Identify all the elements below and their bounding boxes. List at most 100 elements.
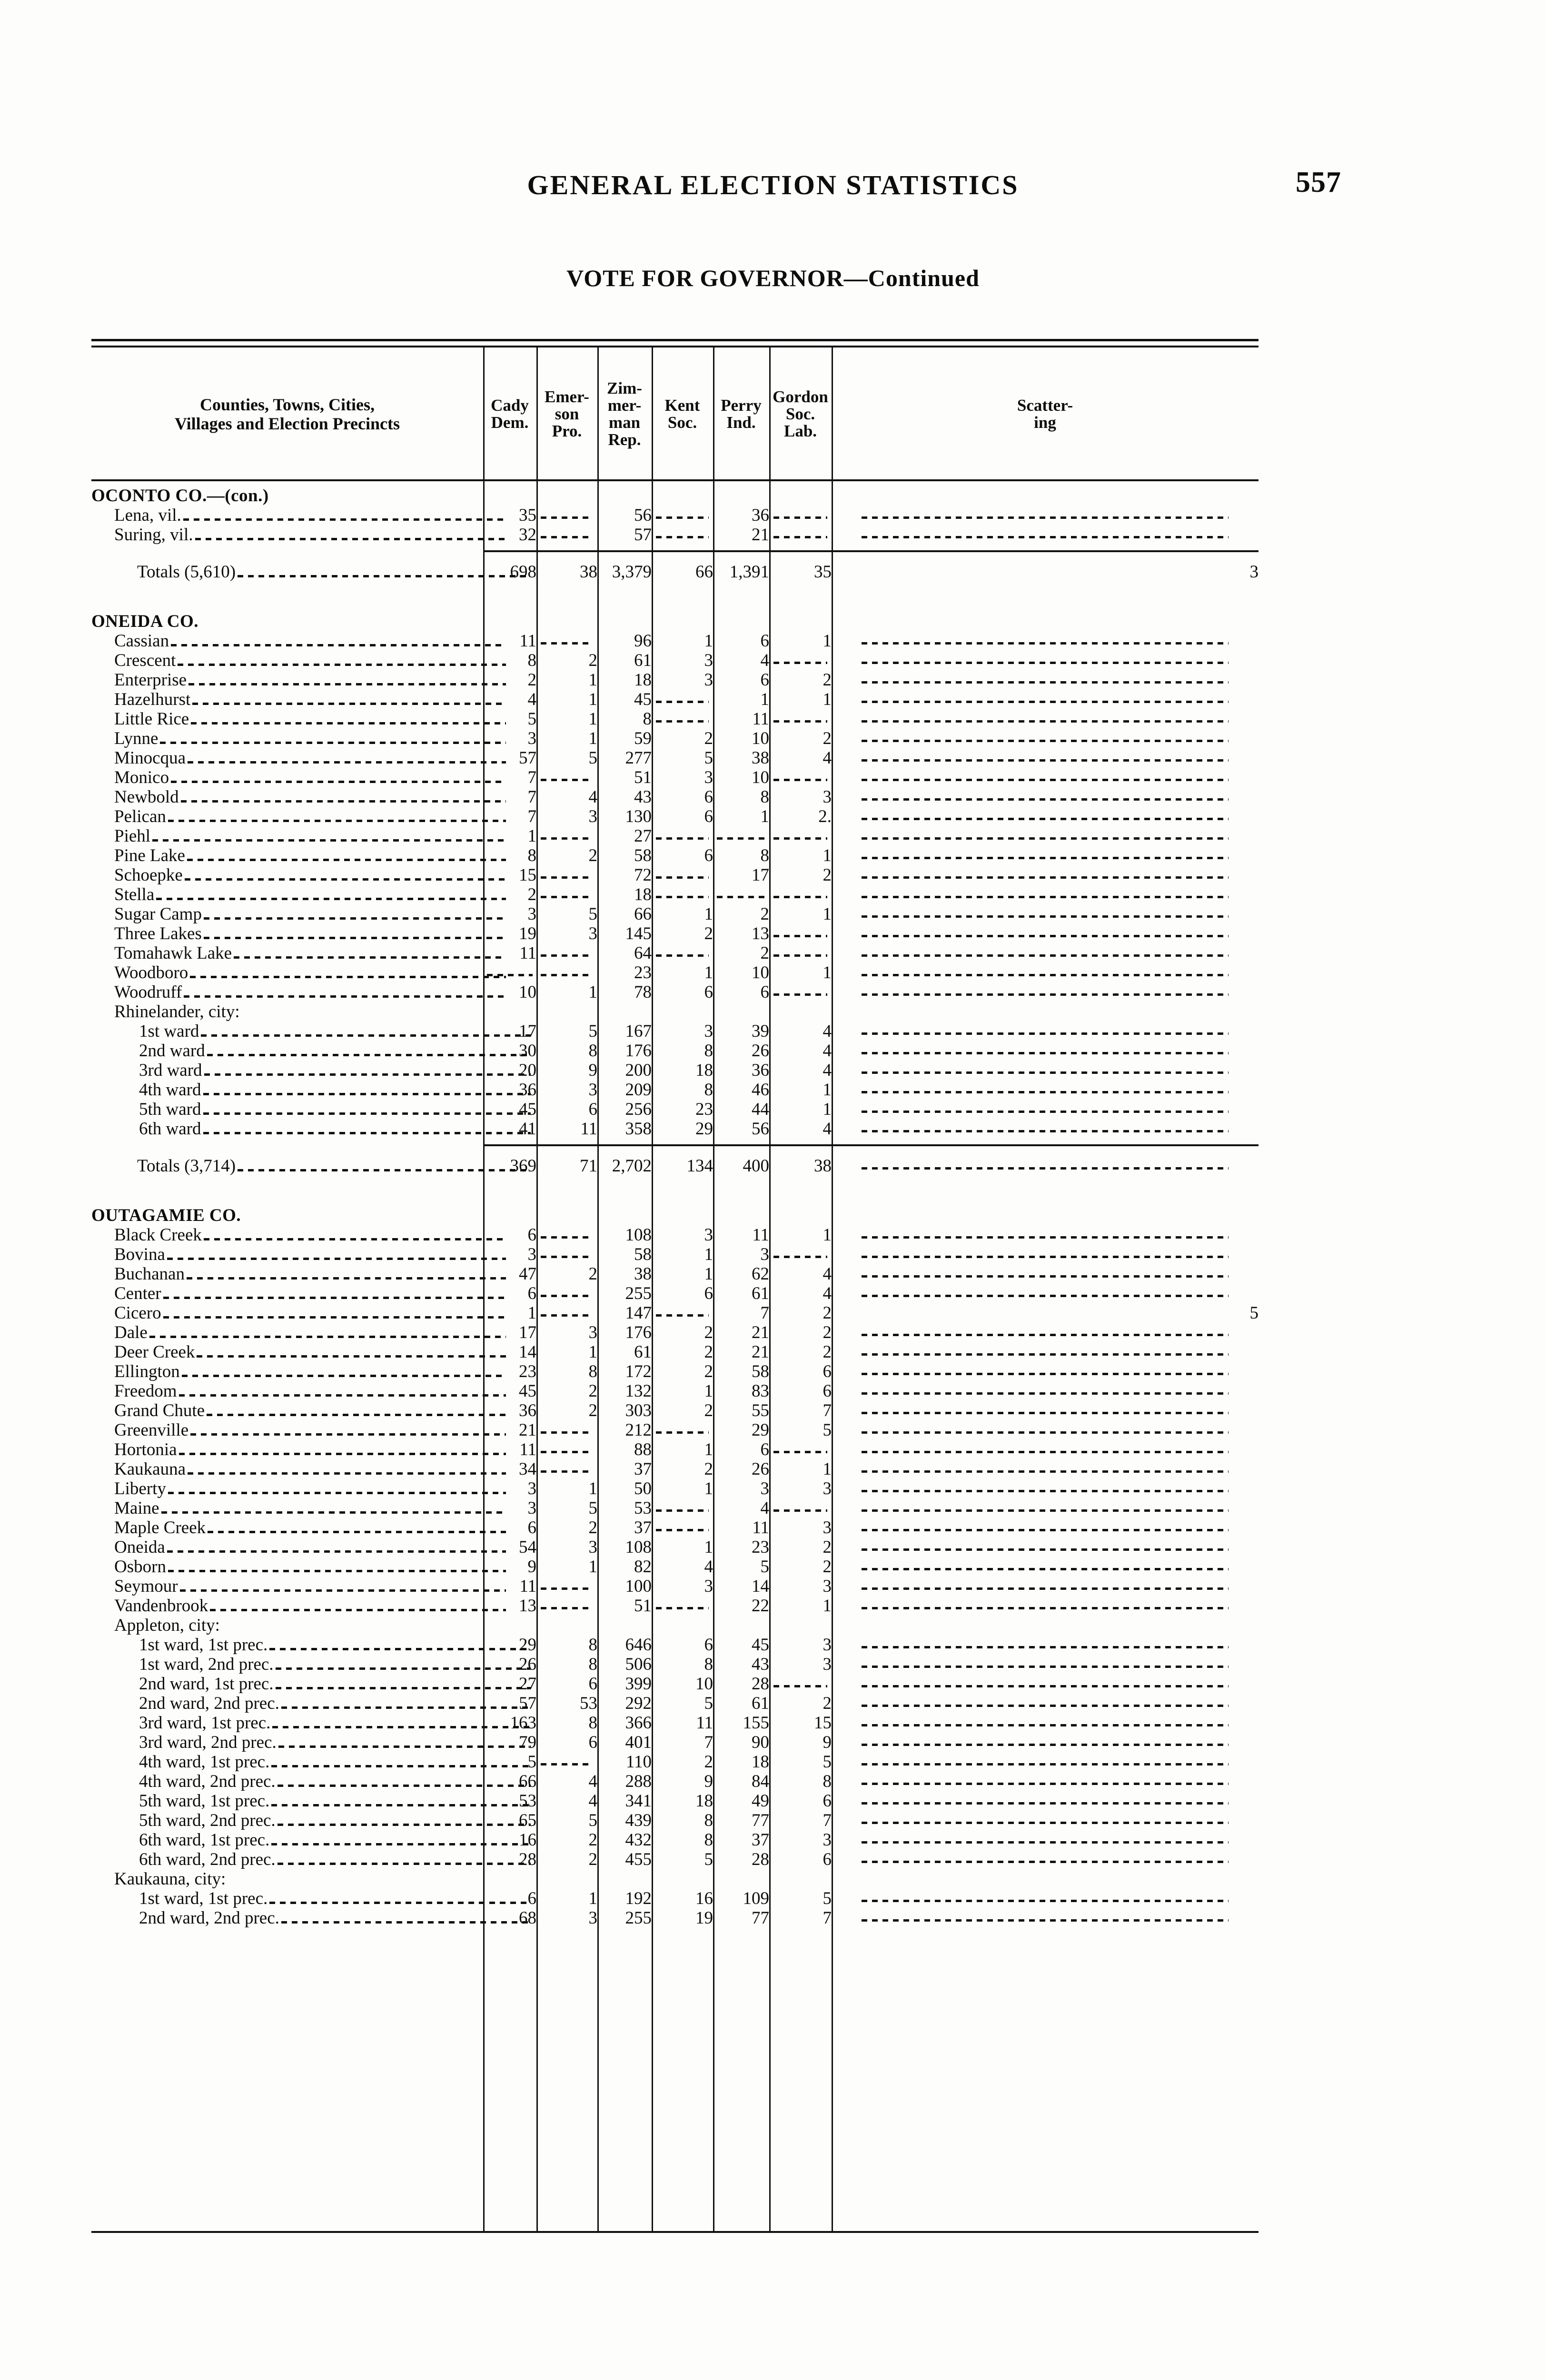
cell-perry: 26 [752, 1459, 769, 1479]
row-label-text: Piehl [114, 826, 151, 846]
row-label-text: Maple Creek [114, 1518, 206, 1537]
cell-cady: 14 [519, 1342, 536, 1362]
cell-scat [832, 1040, 1259, 1061]
table-top-rule-inner [91, 346, 1259, 347]
cell-zimm: 66 [634, 904, 652, 924]
cell-scat [832, 1751, 1259, 1772]
cell-gordon: 2 [823, 865, 832, 885]
cell-emer: 2 [588, 1518, 598, 1537]
empty-cell-dashes [861, 1236, 1229, 1239]
cell-cady: 47 [519, 1264, 536, 1284]
cell-zimm: 45 [634, 690, 652, 709]
cell-gordon [769, 982, 832, 1002]
cell-cady: 35 [519, 506, 536, 525]
cell-perry: 11 [752, 1225, 769, 1245]
empty-cell-dashes [861, 1412, 1229, 1414]
cell-gordon: 1 [823, 1459, 832, 1479]
table-row: Dale 17 3 176 2 21 2 [91, 1322, 1259, 1341]
cell-cady: 163 [510, 1713, 537, 1733]
row-label-text: 3rd ward, 2nd prec. [139, 1733, 277, 1752]
cell-gordon: 2 [823, 729, 832, 748]
table-bottom-rule [91, 2231, 1259, 2233]
row-label-text: Dale [114, 1323, 148, 1342]
cell-zimm: 341 [625, 1791, 652, 1811]
row-label-text: Woodboro [114, 963, 188, 982]
empty-cell-dashes [773, 954, 827, 957]
row-label-text: Bovina [114, 1245, 165, 1264]
table-row: Newbold 7 4 43 6 8 3 [91, 786, 1259, 806]
row-label-text: Hortonia [114, 1440, 177, 1459]
empty-cell-dashes [773, 1685, 827, 1687]
row-label-text: Vandenbrook [114, 1596, 208, 1616]
row-label-text: Freedom [114, 1381, 177, 1401]
row-label-text: Rhinelander, city: [114, 1002, 240, 1021]
cell-perry: 4 [760, 1498, 770, 1518]
leader-dots [207, 1414, 506, 1416]
leader-dots [207, 1054, 531, 1056]
cell-perry: 45 [752, 1635, 769, 1655]
row-label: OUTAGAMIE CO. [91, 1201, 483, 1226]
row-label: 4th ward, 2nd prec. [91, 1771, 531, 1792]
row-label: Osborn [91, 1556, 506, 1577]
totals-spacer [91, 1138, 1259, 1152]
leader-dots [190, 1433, 506, 1436]
table-header-rule [91, 479, 1259, 481]
cell-perry: 1 [760, 690, 770, 709]
cell-perry [713, 825, 769, 846]
cell-emer: 6 [588, 1100, 598, 1119]
cell-perry: 28 [752, 1850, 769, 1869]
cell-kent: 3 [704, 1225, 714, 1245]
city-subheading-row: Appleton, city: [91, 1615, 1259, 1634]
empty-cell-dashes [540, 1256, 594, 1258]
cell-gordon: 35 [814, 562, 832, 582]
cell-cady: 36 [519, 1080, 536, 1100]
cell-cady: 6 [527, 1889, 537, 1908]
cell-emer [536, 1576, 597, 1597]
row-label-text: 1st ward, 1st prec. [139, 1889, 268, 1908]
cell-zimm: 23 [634, 963, 652, 982]
cell-gordon [769, 825, 832, 846]
cell-cady: 66 [519, 1772, 536, 1791]
empty-cell-dashes [656, 1314, 709, 1317]
cell-emer [536, 1283, 597, 1304]
empty-cell-dashes [861, 915, 1229, 918]
cell-kent: 8 [704, 1041, 714, 1061]
cell-kent: 134 [686, 1156, 714, 1176]
empty-cell-dashes [861, 1587, 1229, 1590]
cell-kent: 4 [704, 1557, 714, 1577]
row-label-text: Cicero [114, 1303, 161, 1323]
cell-perry: 61 [752, 1284, 769, 1303]
cell-kent [652, 1595, 713, 1616]
row-label: Monico [91, 767, 506, 788]
cell-kent [652, 1517, 713, 1538]
cell-emer [536, 505, 597, 526]
cell-perry: 17 [752, 865, 769, 885]
cell-cady: 54 [519, 1537, 536, 1557]
cell-perry: 62 [752, 1264, 769, 1284]
cell-zimm: 399 [625, 1674, 652, 1694]
empty-cell-dashes [717, 896, 765, 898]
cell-zimm: 358 [625, 1119, 652, 1139]
empty-cell-dashes [861, 740, 1229, 742]
cell-gordon: 1 [823, 1596, 832, 1616]
cell-scat [832, 982, 1259, 1002]
column-header-kent: Kent Soc. [664, 396, 700, 432]
cell-cady: 28 [519, 1850, 536, 1869]
cell-gordon: 2 [823, 1303, 832, 1323]
column-divider-kent [652, 347, 653, 2232]
cell-scat [832, 1673, 1259, 1694]
cell-kent: 1 [704, 963, 714, 982]
cell-gordon [769, 942, 832, 963]
cell-kent: 1 [704, 1381, 714, 1401]
cell-emer [536, 1751, 597, 1772]
empty-cell-dashes [861, 1032, 1229, 1035]
table-row: Cicero 1 147 7 2 5 [91, 1302, 1259, 1322]
leader-dots [188, 1472, 506, 1475]
cell-gordon: 6 [823, 1381, 832, 1401]
cell-kent: 6 [704, 1284, 714, 1303]
row-label-text: Greenville [114, 1420, 189, 1440]
cell-emer: 2 [588, 1401, 598, 1420]
cell-zimm: 506 [625, 1655, 652, 1674]
cell-perry: 26 [752, 1041, 769, 1061]
cell-kent: 8 [704, 1655, 714, 1674]
